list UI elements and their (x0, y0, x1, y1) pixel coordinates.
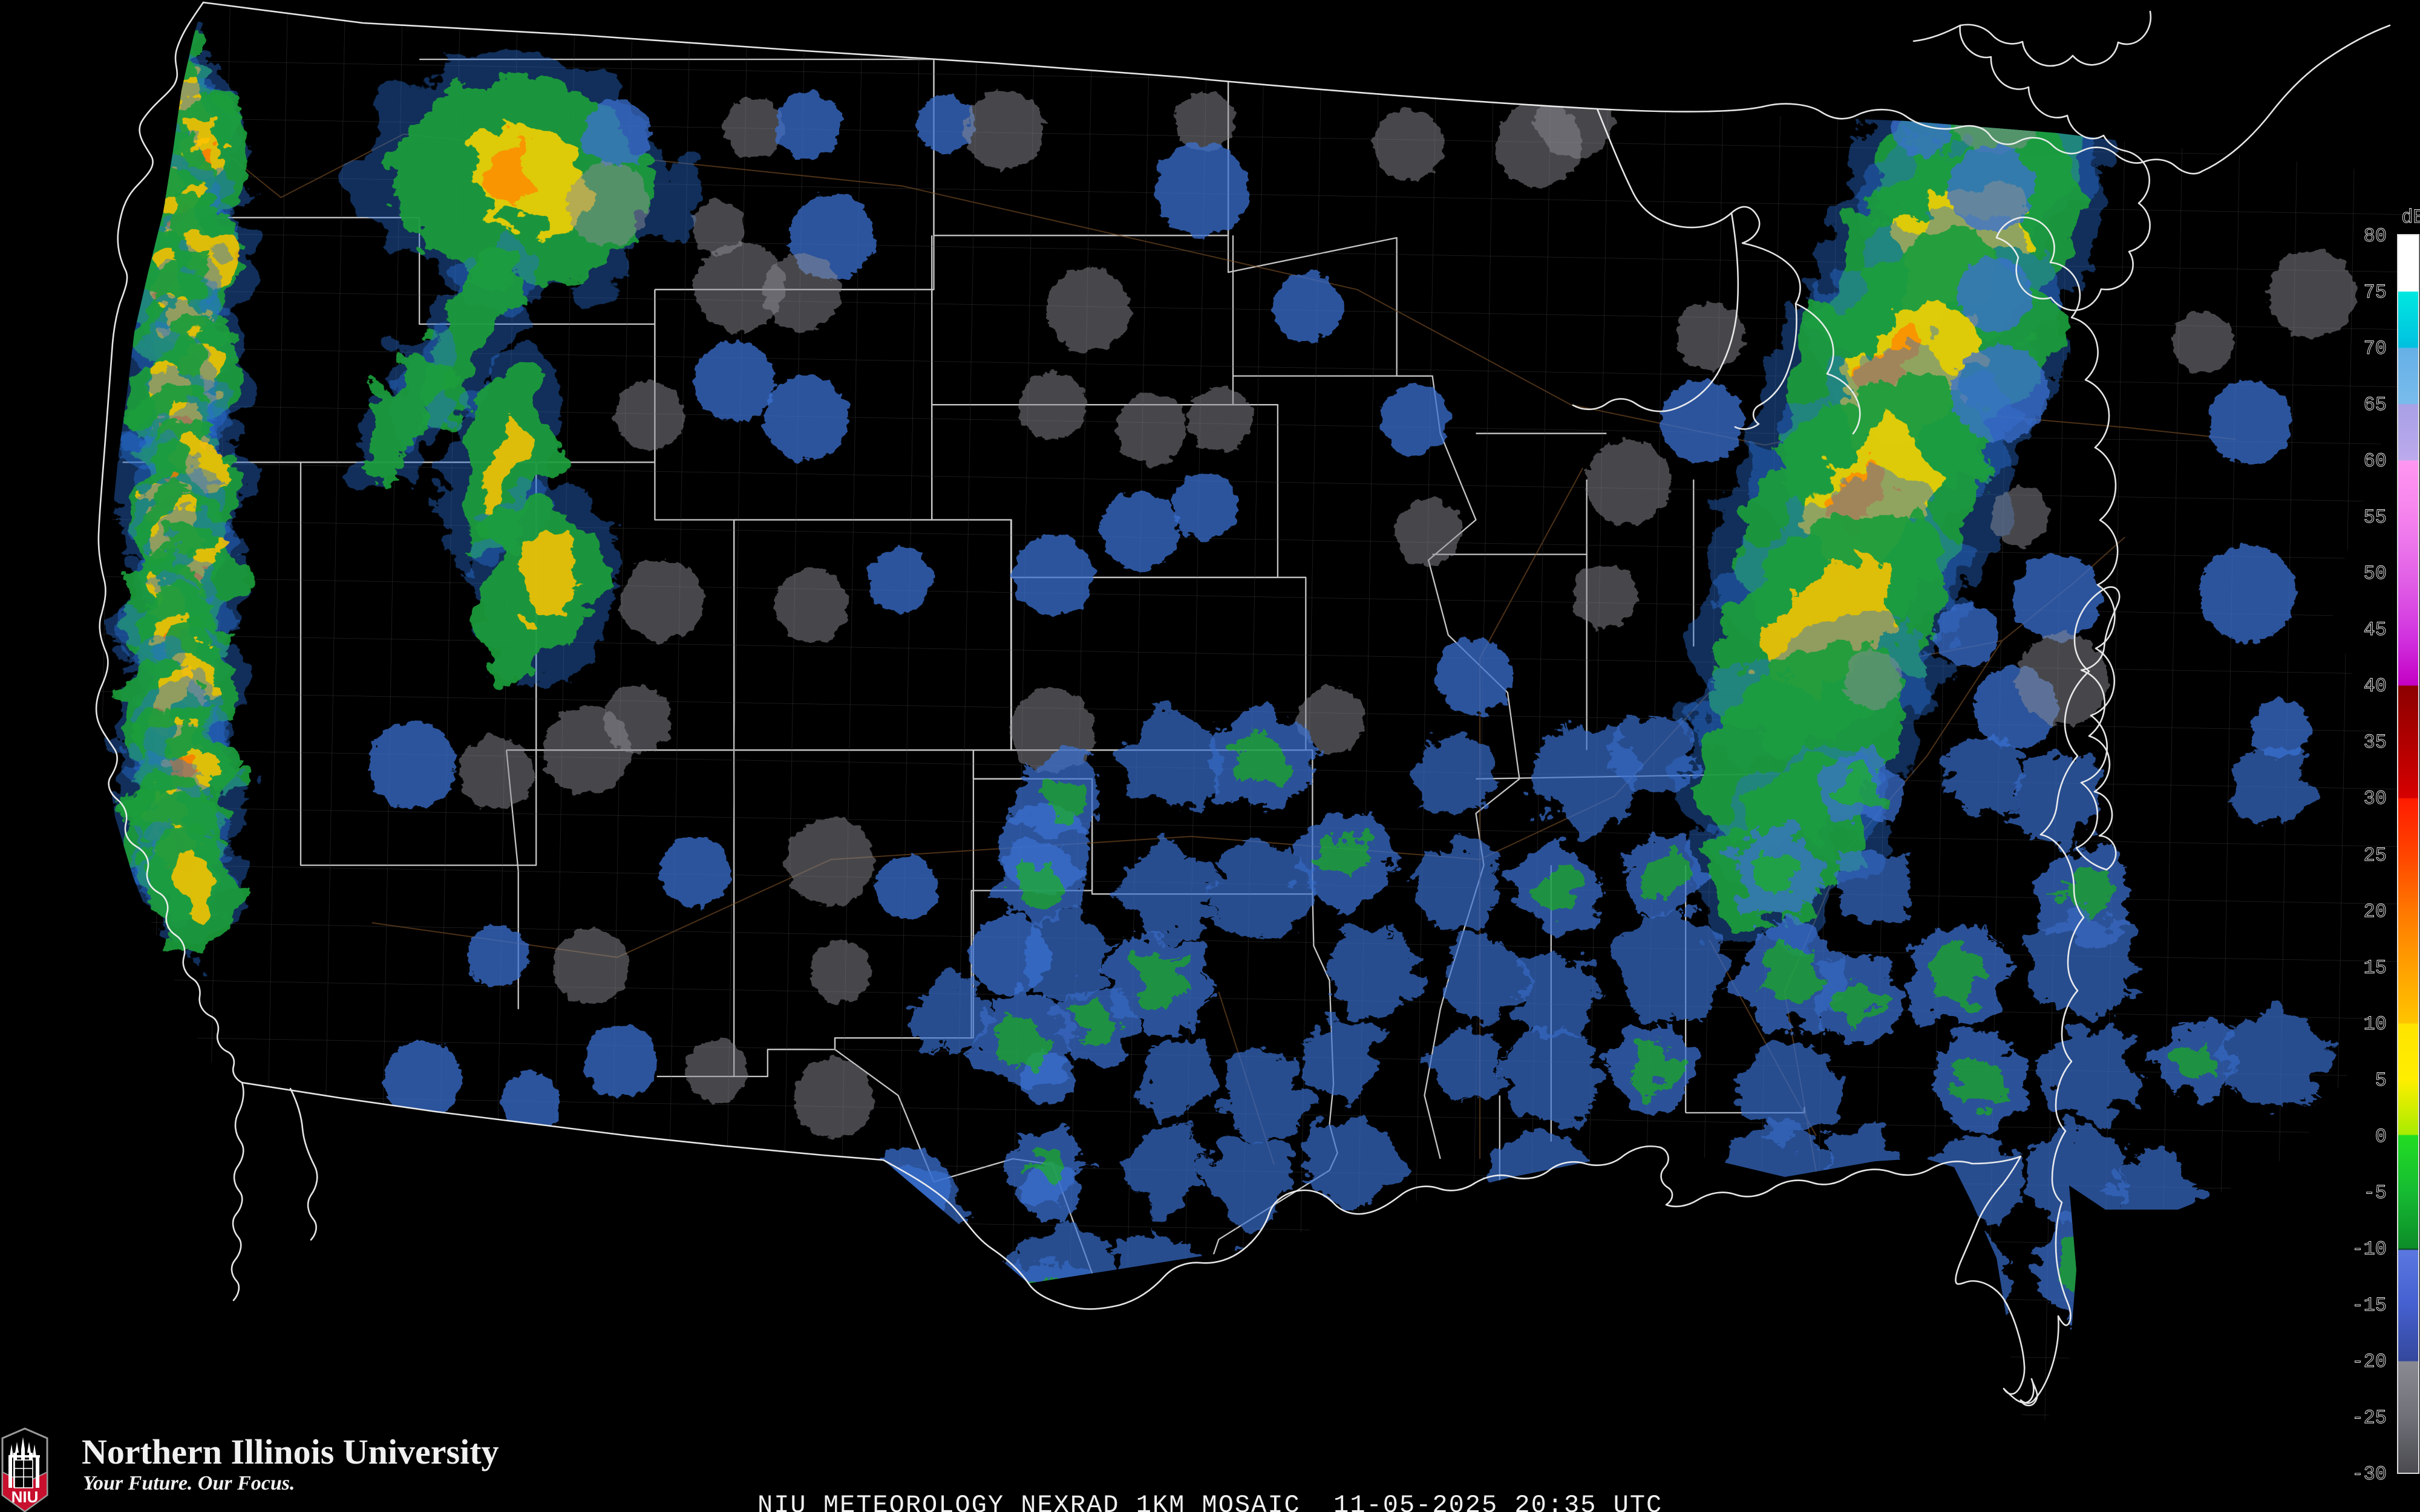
svg-text:75: 75 (2364, 281, 2387, 304)
svg-text:-15: -15 (2352, 1294, 2387, 1317)
svg-text:35: 35 (2364, 731, 2387, 754)
svg-text:15: 15 (2364, 957, 2387, 979)
svg-text:5: 5 (2375, 1069, 2387, 1092)
svg-text:0: 0 (2375, 1126, 2387, 1148)
svg-text:70: 70 (2364, 337, 2387, 360)
svg-text:-25: -25 (2352, 1407, 2387, 1429)
svg-text:-20: -20 (2352, 1351, 2387, 1373)
svg-text:40: 40 (2364, 675, 2387, 697)
svg-text:45: 45 (2364, 619, 2387, 641)
svg-text:60: 60 (2364, 450, 2387, 472)
svg-text:-5: -5 (2364, 1182, 2387, 1204)
svg-text:20: 20 (2364, 901, 2387, 923)
svg-text:55: 55 (2364, 506, 2387, 529)
svg-text:dBZ: dBZ (2401, 206, 2420, 229)
svg-text:80: 80 (2364, 225, 2387, 247)
svg-text:-10: -10 (2352, 1238, 2387, 1260)
svg-text:25: 25 (2364, 844, 2387, 867)
svg-text:NIU: NIU (11, 1488, 39, 1506)
svg-text:65: 65 (2364, 394, 2387, 416)
svg-text:10: 10 (2364, 1013, 2387, 1035)
svg-text:50: 50 (2364, 562, 2387, 585)
svg-text:30: 30 (2364, 787, 2387, 810)
svg-text:-30: -30 (2352, 1463, 2387, 1485)
